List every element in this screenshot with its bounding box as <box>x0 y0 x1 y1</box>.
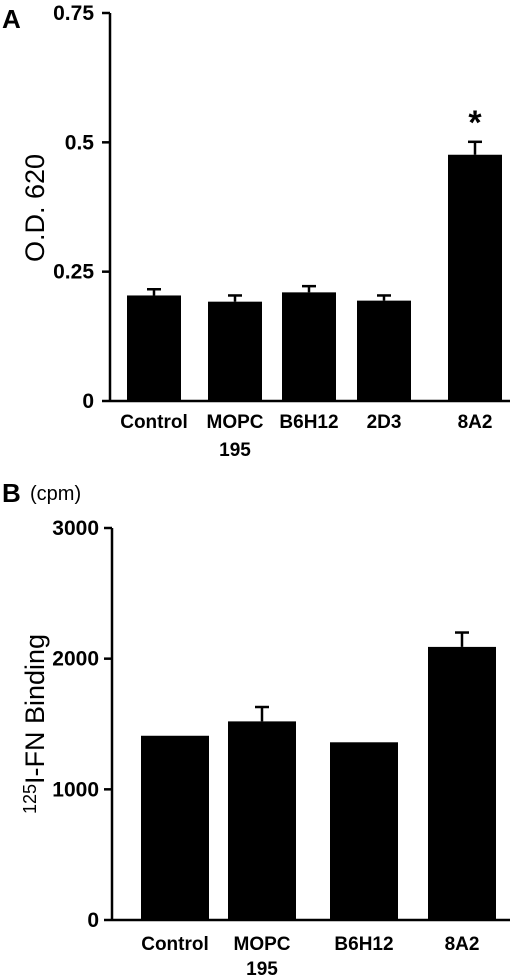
panel-b-x-tick-label-line2: 195 <box>246 959 278 980</box>
panel-a-bar <box>282 292 336 401</box>
panel-a-x-tick-label-line2: 195 <box>219 440 251 461</box>
panel-b-x-tick-label: MOPC <box>234 934 291 955</box>
panel-a-y-tick-label: 0.5 <box>65 131 95 154</box>
panel-b-bar <box>428 646 496 920</box>
panel-a-bar <box>357 300 411 401</box>
panel-a: A O.D. 620 0 0.25 0.5 0.75 Control MOPC 195 B6H… <box>2 2 510 461</box>
panel-a-bar <box>208 301 262 401</box>
panel-a-y-tick-label: 0.75 <box>53 2 94 25</box>
panel-b-x-tick-label: Control <box>141 934 209 955</box>
panel-b-bar <box>141 735 209 920</box>
panel-a-y-tick-label: 0 <box>82 390 94 413</box>
panel-a-significance-marker: * <box>468 104 482 142</box>
panel-a-y-tick-label: 0.25 <box>53 261 94 284</box>
panel-b-bar <box>228 721 296 920</box>
panel-a-y-axis-title: O.D. 620 <box>20 154 50 262</box>
panel-b-y-tick-label: 1000 <box>52 778 99 801</box>
panel-b-y-tick-label: 2000 <box>52 648 99 671</box>
panel-a-x-tick-label: B6H12 <box>279 412 338 433</box>
panel-a-bar <box>448 154 502 401</box>
panel-b-bar <box>330 742 398 920</box>
panel-b-x-tick-label: 8A2 <box>445 934 480 955</box>
panel-a-letter: A <box>2 4 21 34</box>
panel-b: B (cpm) 125I-FN Binding 0 1000 2000 3000 Con… <box>2 478 510 980</box>
panel-b-y-axis-title: 125I-FN Binding <box>20 634 50 814</box>
panel-a-x-tick-label: Control <box>120 412 188 433</box>
panel-a-bar <box>127 295 181 401</box>
panel-b-y-axis-title-sup: 125 <box>20 784 40 814</box>
panel-a-x-tick-label: 2D3 <box>367 412 402 433</box>
panel-a-x-tick-label: 8A2 <box>458 412 493 433</box>
panel-b-y-axis-title-main: I-FN Binding <box>20 634 50 784</box>
panel-b-x-tick-label: B6H12 <box>334 934 393 955</box>
panel-a-x-tick-label: MOPC <box>207 412 264 433</box>
panel-b-y-tick-label: 3000 <box>52 517 99 540</box>
panel-b-letter: B <box>2 478 21 508</box>
panel-b-y-tick-label: 0 <box>87 909 99 932</box>
panel-b-unit-label: (cpm) <box>30 483 81 505</box>
